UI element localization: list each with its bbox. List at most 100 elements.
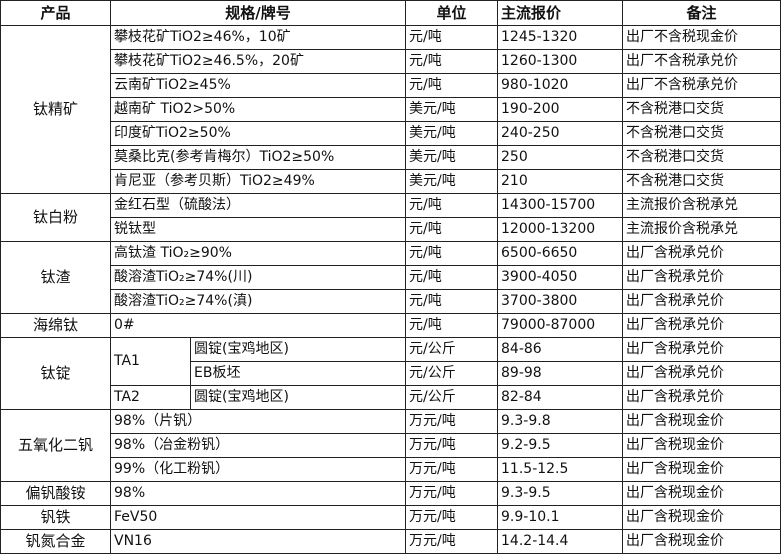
product-cell: 钛渣 [0, 241, 111, 314]
form-cell: EB板坯 [189, 361, 407, 386]
table-row: 钛白粉 金红石型（硫酸法） 元/吨 14300-15700 主流报价含税承兑 [0, 193, 781, 242]
note-cell: 出厂含税承兑价 [622, 265, 781, 290]
price-cell: 250 [497, 145, 624, 170]
unit-cell: 万元/吨 [405, 529, 499, 554]
note-cell: 主流报价含税承兑 [622, 193, 781, 218]
table-row: 莫桑比克(参考肯梅尔）TiO2≥50% 美元/吨 250 不含税港口交货 [1, 145, 781, 170]
spec-cell: VN16 [109, 529, 407, 554]
product-cell: 钛精矿 [0, 25, 111, 194]
table-row: 99%（化工粉钒） 万元/吨 11.5-12.5 出厂含税现金价 [1, 457, 781, 482]
header-price: 主流报价 [497, 0, 624, 26]
price-cell: 6500-6650 [497, 241, 624, 266]
price-cell: 82-84 [497, 385, 624, 410]
spec-cell: FeV50 [109, 505, 407, 530]
note-cell: 出厂含税现金价 [622, 505, 781, 530]
price-cell: 79000-87000 [497, 313, 624, 338]
price-cell: 240-250 [497, 121, 624, 146]
product-cell: 钒铁 [0, 505, 111, 530]
unit-cell: 元/吨 [405, 265, 499, 290]
spec-cell: 云南矿TiO2≥45% [109, 73, 407, 98]
table-row: 云南矿TiO2≥45% 元/吨 980-1020 出厂不含税承兑价 [1, 73, 781, 98]
table-row: 钒氮合金 VN16 万元/吨 14.2-14.4 出厂含税现金价 [0, 529, 781, 554]
unit-cell: 美元/吨 [405, 121, 499, 146]
product-cell: 钒氮合金 [0, 529, 111, 554]
header-note: 备注 [622, 0, 781, 26]
spec-cell: 印度矿TiO2≥50% [109, 121, 407, 146]
table-body: 钛精矿 攀枝花矿TiO2≥46%，10矿 元/吨 1245-1320 出厂不含税现金价攀… [0, 25, 781, 554]
unit-cell: 元/吨 [405, 193, 499, 218]
price-cell: 9.2-9.5 [497, 433, 624, 458]
note-cell: 不含税港口交货 [622, 145, 781, 170]
unit-cell: 元/公斤 [405, 385, 499, 410]
spec-cell: 98%（片钒） [109, 409, 407, 434]
spec-cell: 金红石型（硫酸法） [109, 193, 407, 218]
table-row: 攀枝花矿TiO2≥46.5%，20矿 元/吨 1260-1300 出厂不含税承兑价 [1, 49, 781, 74]
spec-cell: 98% [109, 481, 407, 506]
table-row: 酸溶渣TiO₂≥74%(川) 元/吨 3900-4050 出厂含税承兑价 [1, 265, 781, 290]
unit-cell: 美元/吨 [405, 169, 499, 194]
unit-cell: 万元/吨 [405, 505, 499, 530]
table-row: 印度矿TiO2≥50% 美元/吨 240-250 不含税港口交货 [1, 121, 781, 146]
header-unit: 单位 [405, 0, 499, 26]
unit-cell: 元/吨 [405, 25, 499, 50]
note-cell: 出厂含税承兑价 [622, 313, 781, 338]
note-cell: 出厂含税现金价 [622, 481, 781, 506]
price-cell: 1245-1320 [497, 25, 624, 50]
table-row: 偏钒酸铵 98% 万元/吨 9.3-9.5 出厂含税现金价 [0, 481, 781, 506]
price-cell: 11.5-12.5 [497, 457, 624, 482]
note-cell: 出厂含税现金价 [622, 529, 781, 554]
note-cell: 主流报价含税承兑 [622, 217, 781, 242]
form-cell: 圆锭(宝鸡地区) [189, 337, 407, 362]
spec-cell: 攀枝花矿TiO2≥46%，10矿 [109, 25, 407, 50]
unit-cell: 美元/吨 [405, 97, 499, 122]
note-cell: 出厂含税现金价 [622, 457, 781, 482]
note-cell: 出厂含税现金价 [622, 433, 781, 458]
product-cell: 钛白粉 [0, 193, 111, 242]
unit-cell: 元/公斤 [405, 361, 499, 386]
note-cell: 出厂含税现金价 [622, 409, 781, 434]
note-cell: 不含税港口交货 [622, 169, 781, 194]
price-cell: 3900-4050 [497, 265, 624, 290]
price-cell: 84-86 [497, 337, 624, 362]
table-row: 98%（冶金粉钒） 万元/吨 9.2-9.5 出厂含税现金价 [1, 433, 781, 458]
price-cell: 980-1020 [497, 73, 624, 98]
table-row: 越南矿 TiO2>50% 美元/吨 190-200 不含税港口交货 [1, 97, 781, 122]
table-row: 钛锭 TA1 圆锭(宝鸡地区) 元/公斤 84-86 出厂含税承兑价 [0, 337, 781, 410]
spec-cell: 98%（冶金粉钒） [109, 433, 407, 458]
unit-cell: 元/吨 [405, 289, 499, 314]
unit-cell: 元/吨 [405, 313, 499, 338]
table-row: 五氧化二钒 98%（片钒） 万元/吨 9.3-9.8 出厂含税现金价 [0, 409, 781, 482]
grade-cell: TA1 [110, 337, 191, 386]
table-row: EB板坯 元/公斤 89-98 出厂含税承兑价 [1, 361, 781, 386]
unit-cell: 万元/吨 [405, 409, 499, 434]
spec-cell: 99%（化工粉钒） [109, 457, 407, 482]
table-row: 锐钛型 元/吨 12000-13200 主流报价含税承兑 [1, 217, 781, 242]
header-spec: 规格/牌号 [109, 0, 407, 26]
note-cell: 不含税港口交货 [622, 121, 781, 146]
product-cell: 钛锭 [0, 337, 111, 410]
note-cell: 出厂不含税承兑价 [622, 73, 781, 98]
header-product: 产品 [0, 0, 111, 26]
spec-cell: 攀枝花矿TiO2≥46.5%，20矿 [109, 49, 407, 74]
price-cell: 14300-15700 [497, 193, 624, 218]
spec-cell: 锐钛型 [109, 217, 407, 242]
price-cell: 12000-13200 [497, 217, 624, 242]
note-cell: 出厂含税承兑价 [622, 289, 781, 314]
header-row: 产品 规格/牌号 单位 主流报价 备注 [0, 0, 781, 26]
unit-cell: 元/吨 [405, 49, 499, 74]
note-cell: 出厂含税承兑价 [622, 361, 781, 386]
grade-cell: TA2 [110, 385, 191, 410]
table-row: 海绵钛 0# 元/吨 79000-87000 出厂含税承兑价 [0, 313, 781, 338]
table-row: 肯尼亚（参考贝斯）TiO2≥49% 美元/吨 210 不含税港口交货 [1, 169, 781, 194]
unit-cell: 元/吨 [405, 73, 499, 98]
price-cell: 1260-1300 [497, 49, 624, 74]
product-cell: 偏钒酸铵 [0, 481, 111, 506]
spec-cell: 0# [109, 313, 407, 338]
table-row: 酸溶渣TiO₂≥74%(滇) 元/吨 3700-3800 出厂含税承兑价 [1, 289, 781, 314]
price-cell: 9.3-9.8 [497, 409, 624, 434]
unit-cell: 万元/吨 [405, 481, 499, 506]
note-cell: 出厂含税承兑价 [622, 337, 781, 362]
unit-cell: 元/吨 [405, 217, 499, 242]
product-cell: 海绵钛 [0, 313, 111, 338]
